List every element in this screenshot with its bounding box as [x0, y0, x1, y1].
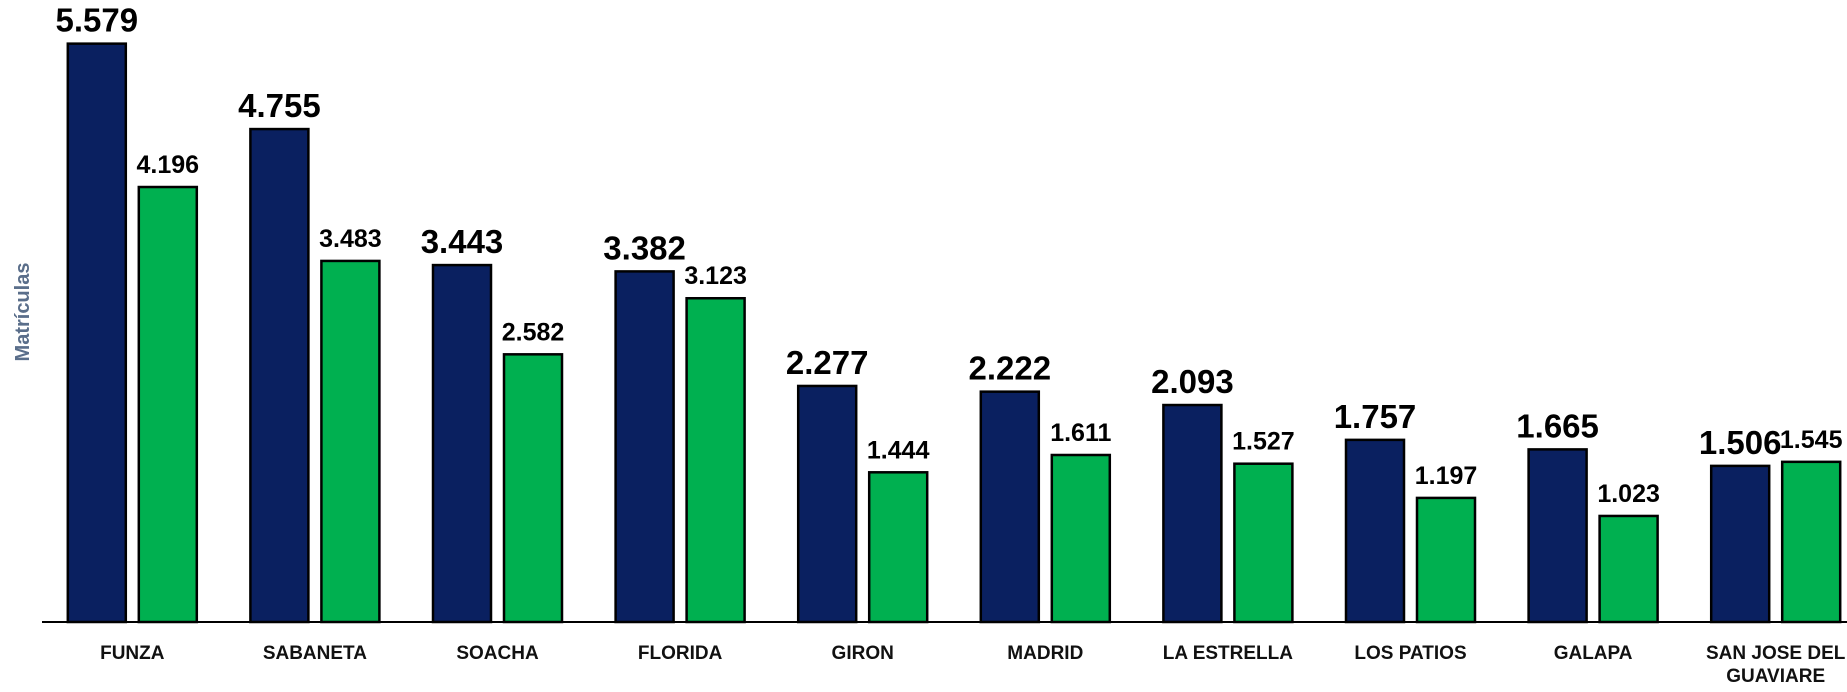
- bar: [66, 42, 128, 624]
- bar: [614, 270, 675, 624]
- bar: [1050, 453, 1112, 624]
- x-tick-label: SABANETA: [262, 643, 367, 664]
- x-tick-label: FUNZA: [100, 643, 165, 664]
- data-label: 3.123: [684, 262, 747, 290]
- y-axis-label: Matrículas: [12, 263, 34, 362]
- x-tick-label: MADRID: [1007, 643, 1084, 664]
- data-label: 3.443: [421, 223, 504, 260]
- bar: [1162, 403, 1223, 624]
- bar: [137, 185, 199, 624]
- bar: [867, 471, 929, 624]
- data-label: 1.023: [1597, 480, 1660, 508]
- x-tick-label: GALAPA: [1553, 643, 1633, 664]
- data-label: 1.545: [1780, 426, 1843, 454]
- bar: [1415, 496, 1477, 624]
- bar: [1598, 514, 1659, 624]
- data-label: 3.382: [603, 229, 686, 266]
- data-label: 2.582: [502, 318, 565, 346]
- data-label: 1.506: [1699, 424, 1782, 461]
- data-label: 3.483: [319, 225, 382, 253]
- bar: [320, 259, 381, 624]
- bar: [796, 384, 858, 624]
- x-tick-label: LA ESTRELLA: [1162, 643, 1293, 664]
- x-tick-label: GIRON: [831, 643, 894, 664]
- data-label: 2.222: [969, 350, 1052, 387]
- bar: [431, 263, 493, 624]
- data-label: 1.527: [1232, 428, 1295, 456]
- data-label: 4.196: [137, 151, 200, 179]
- data-label: 1.444: [867, 436, 930, 464]
- data-label: 1.665: [1516, 407, 1599, 444]
- data-label: 1.611: [1050, 419, 1111, 447]
- bar: [1233, 462, 1294, 624]
- bar: [502, 353, 564, 624]
- data-label: 1.197: [1415, 462, 1478, 490]
- bar: [979, 390, 1041, 624]
- bar: [685, 296, 746, 624]
- x-tick-label: FLORIDA: [637, 643, 723, 664]
- bar: [1344, 438, 1406, 624]
- bar: [1709, 464, 1771, 624]
- data-label: 2.093: [1151, 363, 1234, 400]
- data-label: 2.277: [786, 344, 869, 381]
- data-label: 1.757: [1334, 398, 1417, 435]
- x-tick-label: SAN JOSE DEL GUAVIARE: [1706, 643, 1846, 687]
- bar: [1780, 460, 1842, 624]
- x-tick-label: SOACHA: [456, 643, 539, 664]
- data-label: 4.755: [238, 87, 321, 124]
- bar: [1527, 448, 1588, 624]
- bar: [249, 127, 310, 624]
- data-label: 5.579: [56, 2, 139, 39]
- x-tick-label: LOS PATIOS: [1354, 643, 1467, 664]
